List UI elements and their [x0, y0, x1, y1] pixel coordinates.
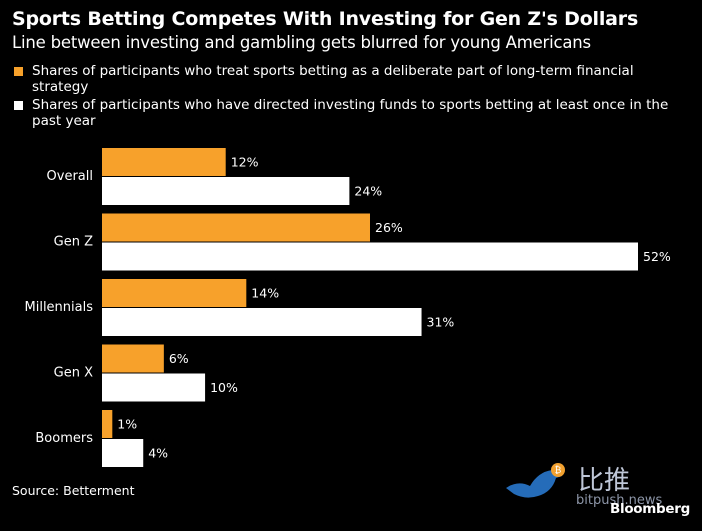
legend-item-orange: Shares of participants who treat sports …	[12, 63, 682, 95]
legend-label-white: Shares of participants who have directed…	[32, 97, 669, 129]
value-label: 31%	[427, 315, 455, 330]
value-label: 10%	[210, 380, 238, 395]
value-label: 14%	[251, 286, 279, 301]
category-label: Overall	[47, 169, 93, 184]
bar-chart: Overall 12% 24% Gen Z 26% 52% Millennials 14% 31…	[25, 148, 671, 467]
bird-icon: ₿	[506, 463, 565, 498]
chart-title: Sports Betting Competes With Investing f…	[12, 8, 639, 30]
legend-swatch-orange	[14, 67, 23, 76]
bar-orange	[102, 279, 247, 307]
bar-white	[102, 373, 206, 402]
chart-subtitle: Line between investing and gambling gets…	[12, 33, 591, 52]
source-note: Source: Betterment	[12, 483, 135, 498]
value-label: 6%	[169, 351, 189, 366]
bar-white	[102, 308, 422, 336]
value-label: 4%	[148, 446, 168, 461]
bar-white	[102, 439, 144, 467]
bar-white	[102, 177, 350, 205]
category-label: Millennials	[25, 300, 94, 315]
watermark-url: bitpush.news	[576, 493, 663, 508]
category-label: Gen Z	[54, 235, 93, 250]
bar-orange	[102, 148, 226, 176]
bar-orange	[102, 344, 164, 373]
watermark: ₿ 比推 bitpush.news	[500, 458, 690, 508]
legend: Shares of participants who treat sports …	[12, 63, 682, 131]
legend-swatch-white	[14, 101, 23, 110]
value-label: 12%	[231, 155, 259, 170]
value-label: 24%	[354, 184, 382, 199]
svg-text:₿: ₿	[555, 465, 562, 476]
bar-orange	[102, 410, 113, 438]
category-label: Boomers	[35, 431, 93, 446]
bar-orange	[102, 213, 370, 242]
category-label: Gen X	[54, 366, 93, 381]
watermark-text: 比推	[578, 466, 631, 496]
value-label: 1%	[117, 417, 137, 432]
bar-white	[102, 242, 638, 271]
value-label: 52%	[643, 249, 671, 264]
value-label: 26%	[375, 220, 403, 235]
legend-label-orange: Shares of participants who treat sports …	[32, 63, 634, 95]
brand-logo: Bloomberg	[610, 501, 690, 517]
legend-item-white: Shares of participants who have directed…	[12, 97, 682, 129]
